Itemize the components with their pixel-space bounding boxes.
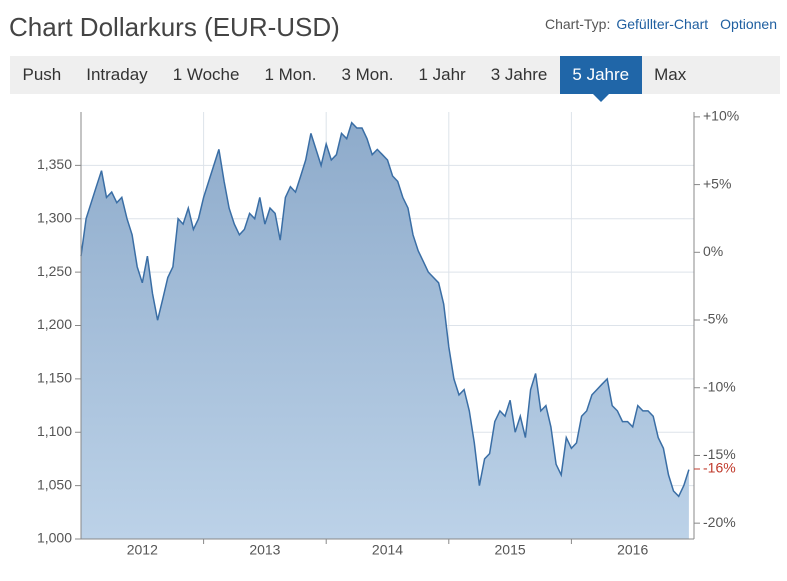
y-tick-label: 1,150 <box>37 370 72 386</box>
y-tick-label: 1,200 <box>37 316 72 332</box>
range-tab[interactable]: 1 Woche <box>172 65 240 84</box>
y2-tick-label: -20% <box>703 514 736 530</box>
chart-type-link[interactable]: Gefüllter-Chart <box>616 16 709 32</box>
y2-tick-label: 0% <box>703 243 723 259</box>
range-tab[interactable]: Max <box>654 65 687 84</box>
y-tick-label: 1,050 <box>37 476 72 492</box>
area <box>81 122 689 539</box>
y-tick-label: 1,350 <box>37 156 72 172</box>
range-tab[interactable]: 1 Jahr <box>418 65 466 84</box>
y2-tick-label: +10% <box>703 108 739 124</box>
y2-tick-label: -5% <box>703 311 728 327</box>
x-tick-label: 2015 <box>495 542 526 558</box>
line <box>80 121 690 498</box>
range-tab[interactable]: 1 Mon. <box>264 65 317 84</box>
y-tick-label: 1,000 <box>37 530 72 546</box>
y-tick-label: 1,300 <box>37 209 72 225</box>
range-tab[interactable]: 3 Jahre <box>490 65 548 84</box>
y-tick-label: 1,100 <box>37 423 72 439</box>
x-tick-label: 2013 <box>249 542 280 558</box>
range-tabs: Push Intraday 1 Woche 1 Mon. 3 Mon. 1 Jahr 3 J… <box>10 56 780 102</box>
options-link[interactable]: Optionen <box>720 16 777 32</box>
chart-type-label: Chart-Typ: <box>545 16 611 32</box>
y-tick-label: 1,250 <box>37 263 72 279</box>
chart-title: Chart Dollarkurs (EUR-USD) <box>9 12 340 42</box>
range-tab[interactable]: 3 Mon. <box>341 65 394 84</box>
y2-tick-label: +5% <box>703 175 731 191</box>
y2-tick-label: -10% <box>703 378 736 394</box>
y2-tick-label: -15% <box>703 446 736 462</box>
x-tick-label: 2016 <box>617 542 648 558</box>
x-tick-label: 2014 <box>372 542 403 558</box>
chart-options: Chart-Typ: Gefüllter-Chart Optionen <box>541 16 777 32</box>
range-tab[interactable]: Intraday <box>86 65 148 84</box>
current-label: -16% <box>703 460 736 476</box>
x-tick-label: 2012 <box>127 542 158 558</box>
range-tab[interactable]: 5 Jahre <box>559 56 642 102</box>
range-tab[interactable]: Push <box>22 65 62 84</box>
